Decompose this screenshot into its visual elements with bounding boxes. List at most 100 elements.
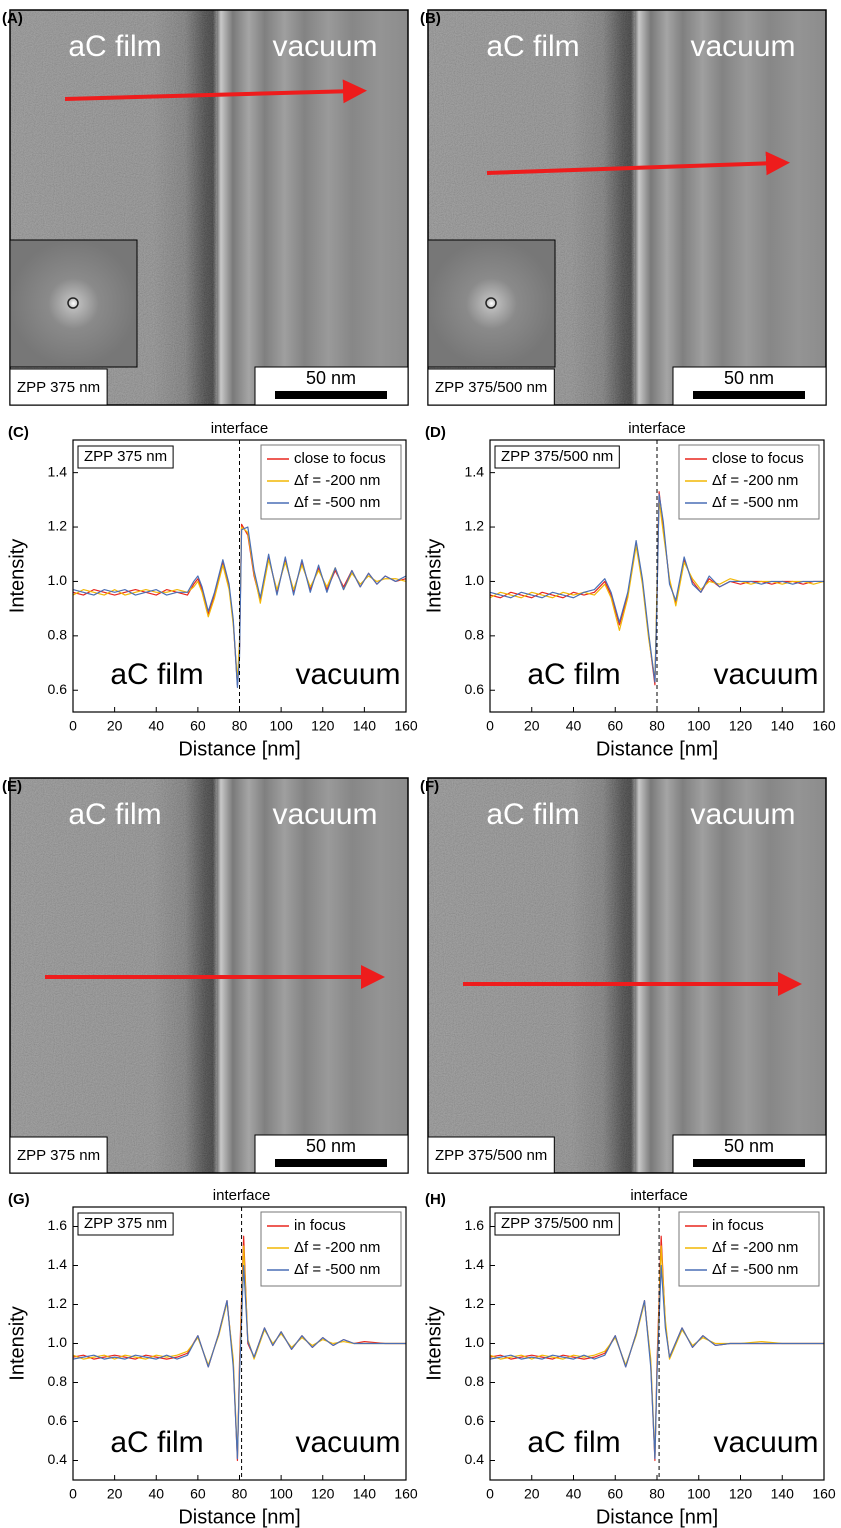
y-tick-label: 0.6 [465, 681, 485, 697]
scale-label: 50 nm [724, 368, 774, 388]
x-tick-label: 80 [232, 718, 248, 734]
region-label: vacuum [690, 30, 795, 63]
image-frame [427, 777, 827, 1174]
y-tick-label: 1.0 [465, 1334, 485, 1350]
x-axis-label: Distance [nm] [178, 738, 300, 760]
x-tick-label: 120 [311, 718, 335, 734]
setting-box [9, 1136, 108, 1174]
y-tick-label: 1.4 [465, 463, 485, 479]
legend-label: Δf = -500 nm [294, 1261, 380, 1278]
x-axis-label: Distance [nm] [596, 1506, 718, 1528]
scale-bar [275, 1159, 387, 1167]
arrow [486, 151, 790, 176]
scale-bar [693, 391, 805, 399]
interface-label: interface [628, 420, 686, 437]
x-axis-label: Distance [nm] [178, 1506, 300, 1528]
scale-label: 50 nm [306, 1136, 356, 1156]
legend-box [260, 1211, 402, 1287]
region-label: aC film [486, 798, 579, 831]
fft-center [67, 297, 79, 309]
region-label: vacuum [713, 1426, 818, 1459]
legend-label: close to focus [294, 450, 386, 467]
fft-inset [9, 239, 138, 368]
x-tick-label: 0 [69, 1486, 77, 1502]
plot-frame [72, 1206, 407, 1481]
legend-label: Δf = -200 nm [712, 1239, 798, 1256]
x-tick-label: 20 [524, 718, 540, 734]
plot-frame [489, 439, 825, 713]
region-label: vacuum [272, 798, 377, 831]
y-tick-label: 0.8 [48, 627, 68, 643]
setting-label: ZPP 375 nm [17, 379, 100, 396]
x-tick-label: 160 [394, 718, 418, 734]
x-tick-label: 60 [607, 718, 623, 734]
x-tick-label: 60 [190, 718, 206, 734]
setting-label: ZPP 375/500 nm [501, 448, 613, 465]
x-tick-label: 160 [394, 1486, 418, 1502]
legend-label: Δf = -500 nm [712, 1261, 798, 1278]
y-tick-label: 0.4 [48, 1451, 68, 1467]
y-axis-label: Intensity [6, 539, 28, 613]
data-line [489, 1264, 824, 1460]
x-tick-label: 0 [486, 718, 494, 734]
panel-label: (D) [425, 424, 446, 441]
x-tick-label: 120 [729, 1486, 753, 1502]
y-tick-label: 0.4 [465, 1451, 485, 1467]
y-tick-label: 1.0 [465, 572, 485, 588]
region-label: aC film [68, 30, 161, 63]
plot-frame [72, 439, 407, 713]
y-tick-label: 1.2 [48, 1295, 68, 1311]
y-tick-label: 1.0 [48, 1334, 68, 1350]
x-tick-label: 120 [311, 1486, 335, 1502]
x-tick-label: 20 [107, 1486, 123, 1502]
interface-label: interface [211, 420, 269, 437]
interface-label: interface [213, 1187, 271, 1204]
legend-box [678, 444, 820, 520]
scale-bar [693, 1159, 805, 1167]
y-tick-label: 1.4 [465, 1256, 485, 1272]
region-label: aC film [527, 658, 620, 691]
image-frame [427, 9, 827, 406]
y-axis-label: Intensity [6, 1306, 28, 1380]
y-tick-label: 1.6 [465, 1217, 485, 1233]
setting-label: ZPP 375/500 nm [435, 1147, 547, 1164]
x-tick-label: 100 [269, 718, 293, 734]
x-tick-label: 60 [190, 1486, 206, 1502]
x-tick-label: 40 [566, 718, 582, 734]
y-tick-label: 0.8 [465, 627, 485, 643]
setting-label: ZPP 375 nm [84, 1215, 167, 1232]
plot-frame [489, 1206, 825, 1481]
region-label: vacuum [295, 1426, 400, 1459]
legend-label: in focus [294, 1217, 346, 1234]
interface-label: interface [630, 1187, 688, 1204]
region-label: aC film [68, 798, 161, 831]
region-label: aC film [110, 658, 203, 691]
x-tick-label: 160 [812, 1486, 836, 1502]
data-line [72, 1264, 406, 1460]
setting-label: ZPP 375 nm [17, 1147, 100, 1164]
legend-box [260, 444, 402, 520]
data-line [489, 493, 824, 683]
region-label: vacuum [295, 658, 400, 691]
x-tick-label: 40 [566, 1486, 582, 1502]
micrograph-noise [428, 778, 635, 1173]
y-tick-label: 0.6 [48, 1412, 68, 1428]
fft-center [485, 297, 497, 309]
legend-label: Δf = -200 nm [712, 472, 798, 489]
panel-label: (H) [425, 1191, 446, 1208]
region-label: vacuum [272, 30, 377, 63]
legend-label: Δf = -200 nm [294, 472, 380, 489]
region-label: vacuum [713, 658, 818, 691]
legend-label: Δf = -200 nm [294, 1239, 380, 1256]
setting-box [9, 368, 108, 406]
legend-label: in focus [712, 1217, 764, 1234]
x-tick-label: 40 [148, 1486, 164, 1502]
x-tick-label: 100 [687, 718, 711, 734]
y-tick-label: 1.2 [48, 518, 68, 534]
region-label: aC film [486, 30, 579, 63]
x-tick-label: 140 [771, 1486, 795, 1502]
panel-label: (C) [8, 424, 29, 441]
panel-label: (F) [420, 778, 439, 795]
